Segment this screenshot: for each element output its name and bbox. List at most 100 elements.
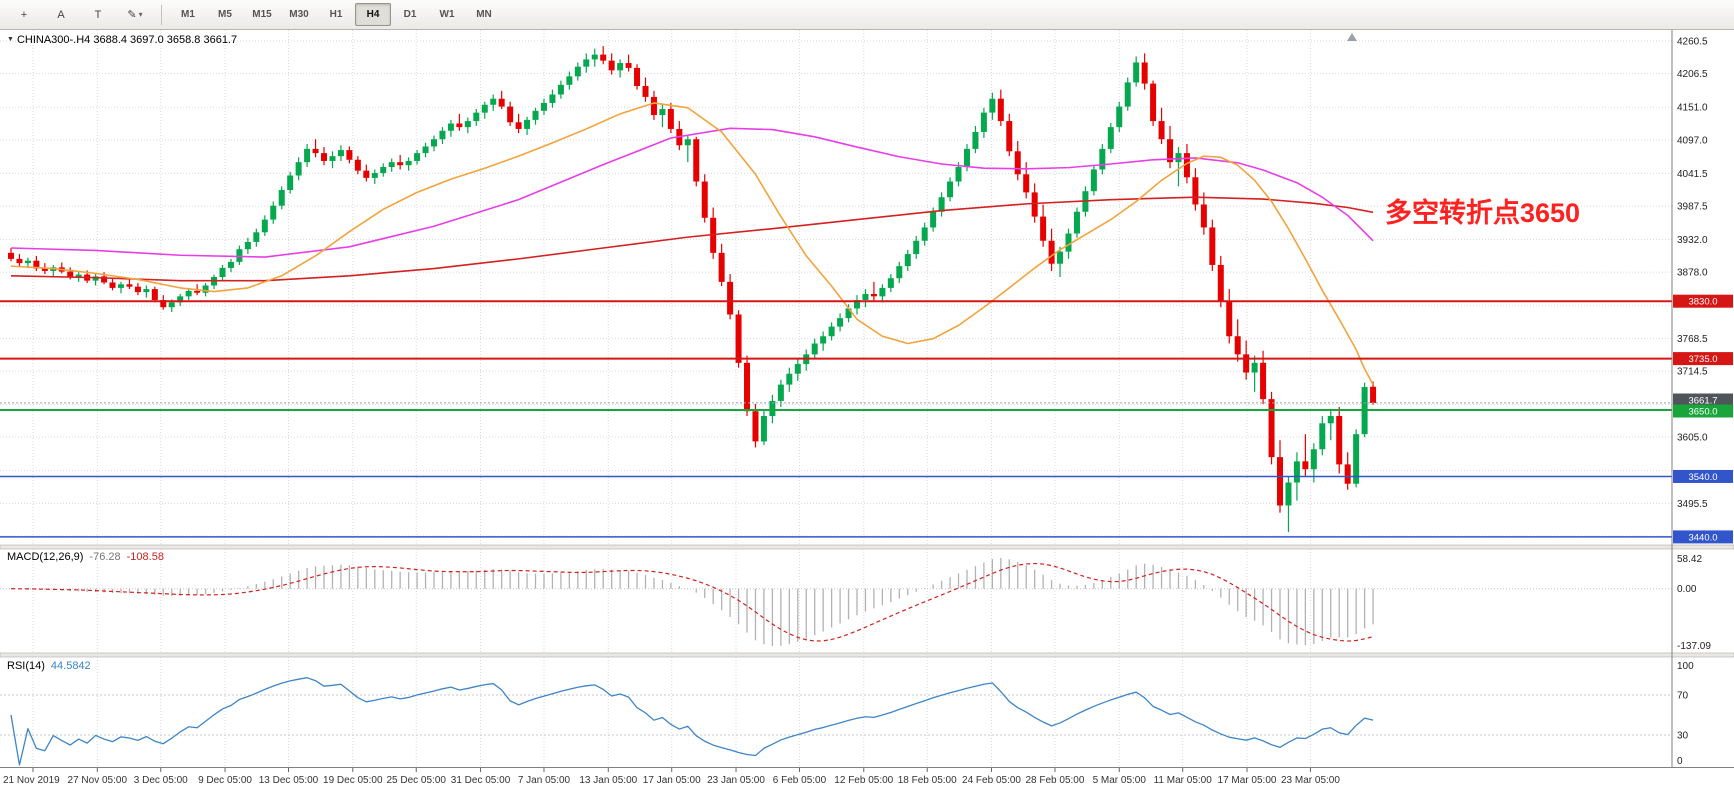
- candle: [1285, 476, 1292, 533]
- ma-fast-line[interactable]: [10, 102, 1374, 385]
- candle: [786, 367, 793, 392]
- time-tick-label: 23 Mar 05:00: [1281, 775, 1340, 786]
- candle-body: [549, 94, 556, 103]
- price-tick-label: 4206.5: [1677, 69, 1708, 80]
- candle-body: [227, 261, 234, 268]
- candle-body: [337, 150, 344, 157]
- candle-body: [1327, 416, 1334, 424]
- chevron-down-icon: ▾: [138, 10, 143, 19]
- candle-body: [583, 59, 590, 67]
- candle-body: [126, 284, 133, 287]
- time-tick-label: 17 Jan 05:00: [643, 775, 701, 786]
- candle: [270, 201, 277, 224]
- candle-body: [1031, 192, 1038, 217]
- chart-menu-caret-icon[interactable]: ▼: [7, 36, 14, 43]
- candle-body: [295, 162, 302, 176]
- candle: [397, 154, 404, 170]
- candle-body: [1319, 423, 1326, 450]
- candle-body: [41, 268, 48, 271]
- arrow-tool-button[interactable]: A: [57, 8, 65, 21]
- time-tick-label: 12 Feb 05:00: [834, 775, 893, 786]
- candle-body: [1167, 139, 1174, 163]
- timeframe-m5-button[interactable]: M5: [218, 9, 232, 20]
- candle: [236, 245, 243, 265]
- main-chart-pane[interactable]: [0, 46, 1672, 538]
- candle-body: [837, 318, 844, 327]
- candle: [1260, 350, 1267, 404]
- candle-body: [1065, 233, 1072, 252]
- timeframe-w1-button[interactable]: W1: [439, 9, 455, 20]
- text-tool-button[interactable]: T: [94, 8, 102, 21]
- timeframe-mn-button[interactable]: MN: [476, 9, 492, 20]
- candle-body: [727, 281, 734, 315]
- shapes-tool-button[interactable]: ✎ ▾: [127, 9, 143, 21]
- rsi-pane[interactable]: [0, 677, 1672, 766]
- candle-body: [566, 76, 573, 85]
- candle-body: [160, 299, 167, 308]
- candle-body: [490, 98, 497, 105]
- candle-body: [1141, 62, 1148, 84]
- price-badge-3540.0: 3540.0: [1673, 469, 1733, 483]
- candle-body: [185, 290, 192, 297]
- candle-body: [270, 205, 277, 220]
- candle: [1057, 246, 1064, 278]
- candle: [160, 295, 167, 310]
- candle: [422, 142, 429, 158]
- candle: [549, 89, 556, 108]
- pane-separator[interactable]: [0, 544, 1734, 550]
- crosshair-tool-button[interactable]: +: [20, 8, 28, 21]
- pane-separator[interactable]: [0, 652, 1734, 658]
- timeframe-h1-button[interactable]: H1: [329, 9, 343, 20]
- candle: [1099, 144, 1106, 175]
- time-tick-label: 27 Nov 05:00: [68, 775, 128, 786]
- candle-body: [24, 260, 31, 264]
- candle-body: [422, 146, 429, 154]
- chart-shift-marker-icon[interactable]: [1347, 33, 1357, 41]
- candle: [896, 261, 903, 284]
- price-tick-label: 3768.5: [1677, 334, 1708, 345]
- current-price-badge: 3661.7: [1673, 393, 1733, 407]
- ma-slow-line[interactable]: [10, 196, 1374, 282]
- price-tick-label: 3714.5: [1677, 367, 1708, 378]
- candle-body: [168, 302, 175, 308]
- candle: [1107, 122, 1114, 154]
- candle: [634, 64, 641, 90]
- timeframe-d1-button[interactable]: D1: [403, 9, 417, 20]
- timeframe-m1-button[interactable]: M1: [181, 9, 195, 20]
- time-tick-label: 24 Feb 05:00: [962, 775, 1021, 786]
- rsi-axis-label: 30: [1677, 731, 1689, 742]
- ma-mid-line[interactable]: [10, 127, 1374, 258]
- timeframe-m30-button[interactable]: M30: [289, 9, 309, 20]
- candle: [1234, 319, 1241, 362]
- candle: [1150, 80, 1157, 126]
- candle-body: [591, 54, 598, 60]
- time-tick-label: 25 Dec 05:00: [386, 775, 446, 786]
- candle-body: [955, 167, 962, 182]
- candle-body: [329, 156, 336, 161]
- candle: [532, 107, 539, 125]
- timeframe-h4-button[interactable]: H4: [355, 3, 391, 26]
- macd-pane[interactable]: [0, 558, 1672, 646]
- price-badge-3440.0-bg: [1673, 530, 1733, 544]
- candle-body: [1260, 362, 1267, 400]
- candle: [600, 46, 607, 65]
- candle: [456, 113, 463, 131]
- time-axis[interactable]: 21 Nov 2019 27 Nov 05:00 3 Dec 05:00 9 Dec …: [0, 767, 1734, 787]
- price-axis[interactable]: 4260.5 4206.5 4151.0 4097.0 4041.5 3987.5 3932…: [1671, 30, 1733, 767]
- rsi-name: RSI(14): [7, 660, 45, 672]
- candle-body: [744, 362, 751, 412]
- candle-body: [1133, 62, 1140, 83]
- timeframe-m15-button[interactable]: M15: [252, 9, 272, 20]
- annotation-text[interactable]: 多空转折点3650: [1385, 197, 1580, 228]
- candle-body: [557, 84, 564, 95]
- candle-body: [963, 148, 970, 168]
- candle: [760, 409, 767, 446]
- candle: [972, 125, 979, 154]
- candle: [177, 293, 184, 307]
- candle-body: [8, 252, 14, 259]
- candle: [371, 169, 378, 184]
- current-price-badge-bg: [1673, 393, 1733, 407]
- price-tick-label: 4041.5: [1677, 169, 1708, 180]
- candle-body: [540, 102, 547, 111]
